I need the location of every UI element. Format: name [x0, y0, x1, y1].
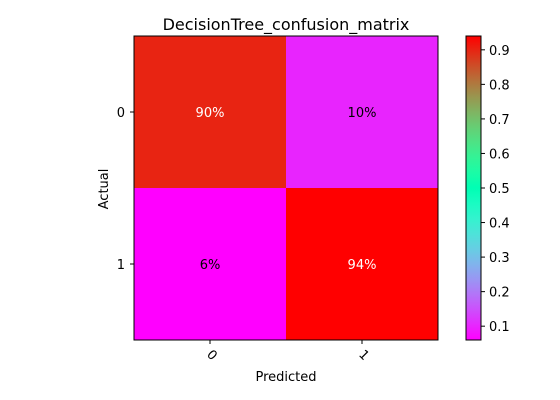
- colorbar-tick-label: 0.7: [489, 113, 510, 128]
- cell-value-label: 10%: [348, 106, 377, 121]
- colorbar: 0.1 0.2 0.3 0.4 0.5 0.6 0.7 0.8 0.9: [465, 35, 510, 341]
- heatmap-cells: [133, 35, 439, 341]
- y-axis-label: Actual: [97, 169, 112, 210]
- colorbar-tick-label: 0.9: [489, 44, 510, 59]
- cell-value-label: 94%: [348, 258, 377, 273]
- heatmap-cell: [286, 188, 438, 340]
- y-axis-ticks: 01: [117, 106, 134, 273]
- colorbar-tick-label: 0.4: [489, 217, 510, 232]
- colorbar-tick-label: 0.6: [489, 147, 510, 162]
- heatmap-cell-labels: 90% 10% 6% 94%: [196, 106, 377, 273]
- chart-title: DecisionTree_confusion_matrix: [163, 15, 410, 35]
- colorbar-gradient: [465, 35, 482, 341]
- colorbar-tick-label: 0.2: [489, 286, 510, 301]
- heatmap-cell: [134, 36, 286, 188]
- colorbar-tick-label: 0.1: [489, 320, 510, 335]
- y-tick-label: 0: [117, 106, 125, 121]
- heatmap-cell: [286, 36, 438, 188]
- colorbar-tick-label: 0.8: [489, 78, 510, 93]
- x-tick-label: 1: [355, 347, 371, 363]
- plot-frame: [133, 35, 439, 341]
- colorbar-tick-label: 0.5: [489, 182, 510, 197]
- cell-value-label: 90%: [196, 106, 225, 121]
- y-tick-label: 1: [117, 258, 125, 273]
- heatmap-cell: [134, 188, 286, 340]
- colorbar-tick-label: 0.3: [489, 251, 510, 266]
- cell-value-label: 6%: [200, 258, 221, 273]
- x-axis-label: Predicted: [255, 370, 316, 385]
- x-tick-label: 0: [203, 347, 219, 363]
